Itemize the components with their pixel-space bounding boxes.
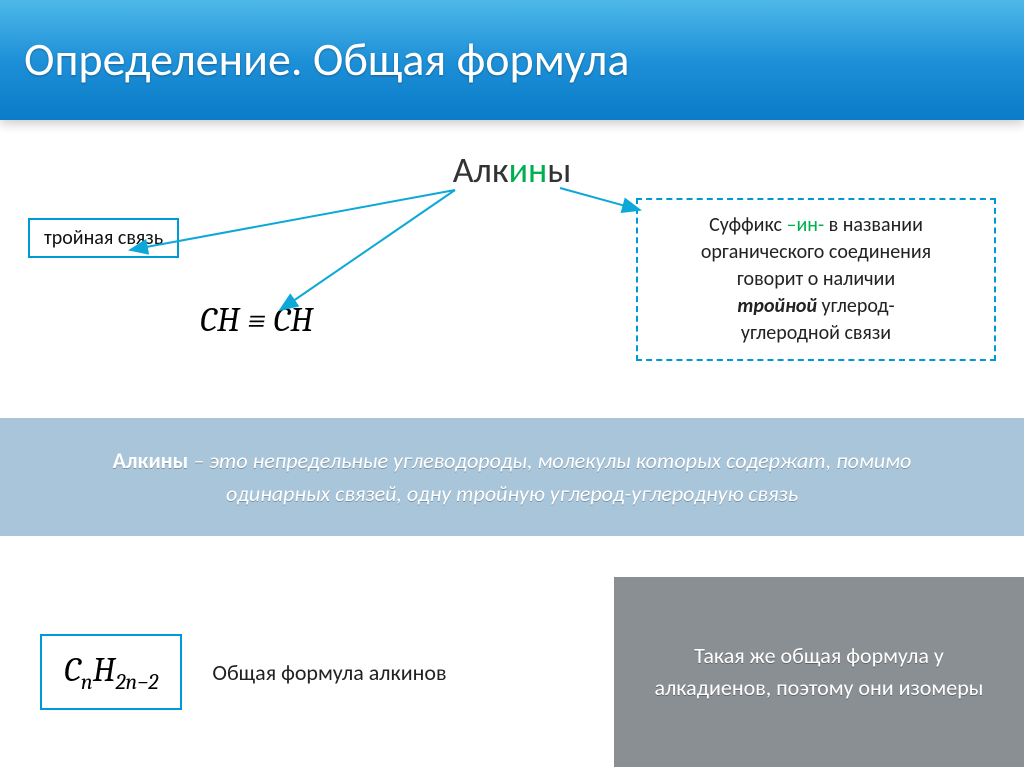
- definition-text: Алкины – это непредельные углеводороды, …: [40, 444, 984, 510]
- suffix-line2: органического соединения: [654, 239, 978, 266]
- bottom-right-panel: Такая же общая формула у алкадиенов, поэ…: [614, 577, 1024, 767]
- subtitle-part1: Алк: [453, 148, 509, 192]
- subtitle-suffix: ин: [509, 148, 548, 192]
- bottom-row: CnH2n−2 Общая формула алкинов Такая же о…: [0, 577, 1024, 767]
- suffix-line5: углеродной связи: [654, 320, 978, 347]
- isomer-note: Такая же общая формула у алкадиенов, поэ…: [644, 640, 994, 704]
- suffix-highlight: –ин-: [786, 213, 824, 237]
- suffix-line3: говорит о наличии: [654, 266, 978, 293]
- subtitle-row: Алкины: [0, 148, 1024, 192]
- suffix-line4: тройной углерод-: [654, 293, 978, 320]
- slide-header: Определение. Общая формула: [0, 0, 1024, 120]
- triple-bond-label-box: тройная связь: [28, 218, 179, 258]
- general-formula-box: CnH2n−2: [40, 634, 182, 711]
- definition-band: Алкины – это непредельные углеводороды, …: [0, 418, 1024, 536]
- slide-title: Определение. Общая формула: [24, 32, 629, 88]
- triple-bond-label: тройная связь: [44, 226, 163, 250]
- suffix-explanation-box: Суффикс –ин- в названии органического со…: [636, 198, 996, 361]
- suffix-bold: тройной: [737, 294, 817, 318]
- bottom-left-panel: CnH2n−2 Общая формула алкинов: [0, 577, 614, 767]
- definition-lead: Алкины: [113, 447, 189, 474]
- definition-emph: одну тройную: [407, 480, 545, 507]
- subtitle-part3: ы: [547, 148, 571, 192]
- acetylene-formula: CH ≡ CH: [200, 300, 313, 340]
- general-formula-label: Общая формула алкинов: [212, 659, 446, 686]
- suffix-line1: Суффикс –ин- в названии: [654, 212, 978, 239]
- subtitle-word: Алкины: [453, 148, 572, 192]
